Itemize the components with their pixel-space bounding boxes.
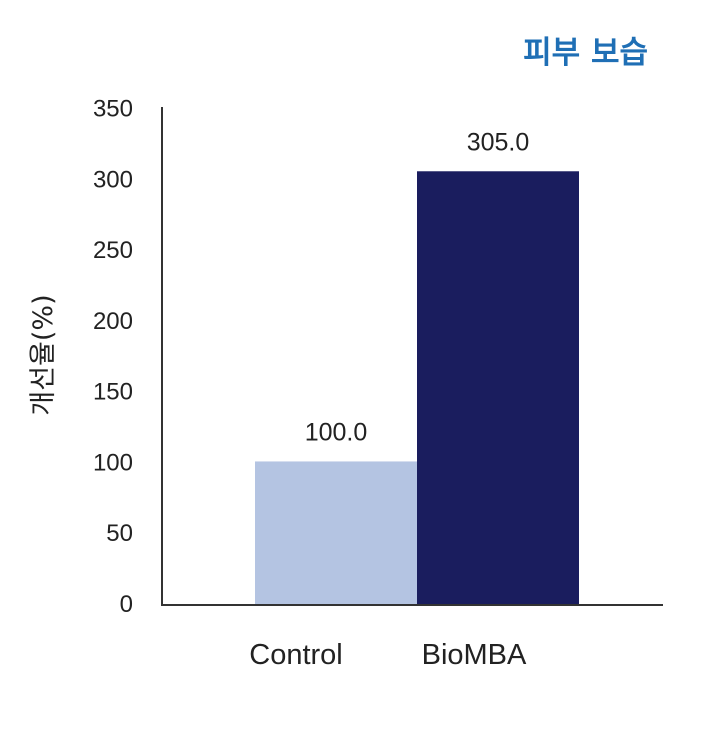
- value-label: 305.0: [467, 128, 530, 156]
- y-tick-label: 200: [93, 308, 133, 335]
- bars: [255, 171, 579, 604]
- y-axis-ticks: 0 50 100 150 200 250 300 350: [93, 96, 133, 618]
- y-tick-label: 250: [93, 237, 133, 264]
- y-tick-label: 50: [106, 520, 133, 547]
- y-tick-label: 150: [93, 379, 133, 406]
- y-tick-label: 0: [120, 591, 133, 618]
- bar-biomba: [417, 171, 579, 604]
- y-axis-label: 개선율(%): [28, 294, 59, 415]
- y-tick-label: 300: [93, 166, 133, 193]
- value-label: 100.0: [305, 418, 368, 446]
- y-tick-label: 350: [93, 96, 133, 123]
- bar-control: [255, 461, 417, 604]
- category-label: BioMBA: [422, 639, 527, 671]
- value-labels: 100.0 305.0: [305, 128, 530, 446]
- x-axis-categories: Control BioMBA: [249, 639, 527, 671]
- y-tick-label: 100: [93, 449, 133, 476]
- category-label: Control: [249, 639, 343, 671]
- chart-title: 피부 보습: [523, 35, 648, 71]
